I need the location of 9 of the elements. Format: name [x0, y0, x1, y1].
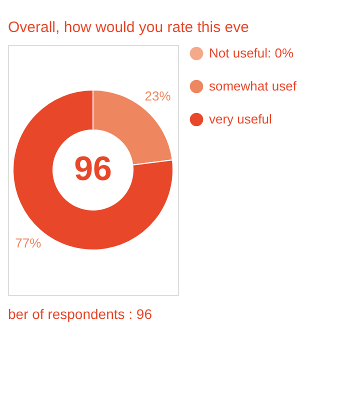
text: 96 — [74, 150, 112, 188]
legend-label: very useful — [209, 112, 272, 126]
text: ber of respondents : 96 — [8, 306, 152, 322]
legend-label: somewhat usef — [209, 78, 297, 94]
donut-slice — [12, 90, 174, 250]
data-label: 23% — [144, 88, 172, 104]
chart-title: Overall, how would you rate this eve — [8, 19, 249, 36]
data-label: 77% — [15, 236, 42, 251]
legend-label: Not useful: 0% — [209, 46, 294, 60]
